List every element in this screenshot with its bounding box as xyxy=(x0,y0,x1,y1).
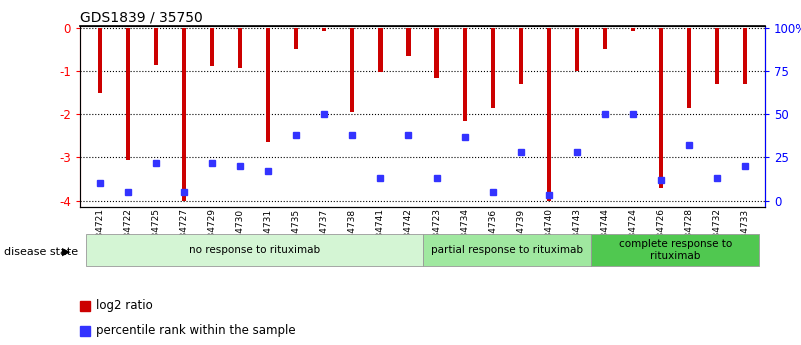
Text: disease state: disease state xyxy=(4,247,78,257)
Text: partial response to rituximab: partial response to rituximab xyxy=(431,245,583,255)
Bar xyxy=(631,28,635,31)
Bar xyxy=(378,28,383,72)
Bar xyxy=(434,28,439,78)
Text: ▶: ▶ xyxy=(62,247,70,257)
Bar xyxy=(659,28,663,188)
Text: percentile rank within the sample: percentile rank within the sample xyxy=(95,324,295,337)
Bar xyxy=(490,28,495,108)
Bar xyxy=(603,28,607,49)
Text: no response to rituximab: no response to rituximab xyxy=(188,245,320,255)
Bar xyxy=(423,234,591,266)
Text: complete response to
rituximab: complete response to rituximab xyxy=(618,239,732,261)
Bar xyxy=(547,28,551,200)
Bar xyxy=(98,28,102,93)
Bar xyxy=(322,28,326,31)
Bar xyxy=(687,28,691,108)
Bar xyxy=(238,28,242,68)
Bar xyxy=(575,28,579,71)
Bar xyxy=(294,28,298,49)
Bar xyxy=(743,28,747,84)
Bar xyxy=(210,28,214,66)
Bar xyxy=(519,28,523,84)
Bar xyxy=(350,28,355,112)
Bar xyxy=(462,28,467,121)
Bar xyxy=(86,234,423,266)
Text: log2 ratio: log2 ratio xyxy=(95,299,152,312)
Bar xyxy=(154,28,158,65)
Bar xyxy=(182,28,186,200)
Text: GDS1839 / 35750: GDS1839 / 35750 xyxy=(80,11,203,25)
Bar xyxy=(591,234,759,266)
Bar xyxy=(126,28,130,159)
Bar xyxy=(715,28,719,84)
Bar xyxy=(406,28,411,56)
Bar xyxy=(266,28,270,142)
